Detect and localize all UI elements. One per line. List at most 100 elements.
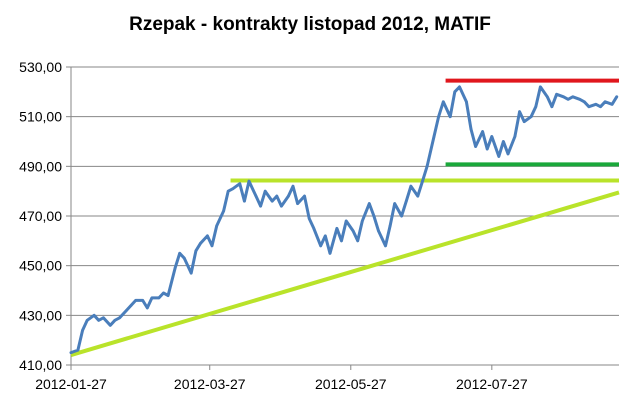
data-point	[566, 98, 570, 101]
data-point	[335, 227, 339, 230]
data-point	[465, 100, 468, 104]
data-point	[162, 291, 165, 295]
data-point	[416, 194, 420, 198]
data-point	[324, 234, 327, 238]
data-point	[485, 147, 489, 151]
data-point	[178, 252, 181, 255]
data-point	[534, 105, 538, 108]
y-tick-label: 490,00	[19, 158, 62, 174]
data-point	[166, 294, 170, 297]
data-point	[368, 202, 371, 205]
data-point	[599, 105, 602, 108]
data-point	[506, 152, 510, 156]
data-point	[405, 199, 408, 203]
data-point	[81, 328, 84, 332]
x-tick-label: 2012-03-27	[174, 376, 246, 392]
data-point	[513, 135, 517, 138]
data-point	[150, 296, 154, 300]
data-point	[550, 105, 554, 108]
data-point	[442, 100, 445, 104]
data-point	[425, 165, 429, 168]
data-point	[280, 204, 283, 208]
y-tick-label: 430,00	[19, 307, 62, 323]
data-point	[275, 194, 279, 198]
data-point	[319, 244, 323, 248]
data-point	[189, 271, 193, 275]
data-point	[134, 299, 137, 302]
data-point	[578, 98, 581, 101]
data-point	[92, 314, 96, 317]
data-point	[194, 249, 198, 253]
data-point	[432, 135, 436, 138]
data-point	[583, 100, 586, 104]
data-point	[199, 242, 202, 245]
data-point	[448, 115, 452, 118]
x-tick-label: 2012-07-27	[456, 376, 528, 392]
y-tick-label: 530,00	[19, 59, 62, 75]
data-point	[356, 239, 360, 243]
annotation-layer	[70, 78, 620, 357]
data-point	[610, 103, 614, 106]
data-point	[474, 145, 477, 148]
data-point	[146, 306, 149, 310]
data-point	[384, 244, 387, 248]
data-point	[102, 316, 105, 320]
data-point	[437, 115, 440, 118]
data-point	[76, 348, 80, 352]
data-point	[243, 199, 246, 203]
data-point	[518, 110, 521, 113]
axis-layer	[66, 66, 619, 370]
data-point	[183, 256, 186, 260]
data-point	[291, 184, 295, 188]
data-point	[210, 244, 214, 248]
data-point	[118, 316, 121, 320]
data-point	[125, 309, 128, 312]
y-tick-label: 410,00	[19, 357, 62, 373]
data-point	[453, 90, 457, 94]
chart-title: Rzepak - kontrakty listopad 2012, MATIF	[129, 14, 491, 35]
data-point	[173, 266, 177, 270]
data-point	[481, 130, 484, 133]
data-point	[393, 202, 397, 205]
label-layer: 410,00 430,00 450,00 470,00 490,00 510,00 530,…	[19, 59, 528, 392]
data-point	[539, 85, 542, 89]
data-point	[571, 95, 575, 99]
data-point	[344, 219, 348, 223]
data-point	[129, 304, 133, 307]
data-point	[388, 224, 392, 228]
data-point	[497, 155, 501, 158]
data-point	[247, 179, 251, 183]
data-point	[113, 319, 117, 322]
data-point	[222, 209, 225, 213]
data-point	[458, 85, 461, 89]
data-point	[259, 204, 262, 208]
data-point	[377, 229, 380, 233]
data-point	[85, 319, 89, 322]
data-point	[400, 214, 403, 218]
y-tick-label: 470,00	[19, 208, 62, 224]
data-point	[522, 120, 526, 123]
data-point	[109, 324, 112, 327]
data-point	[231, 187, 235, 190]
y-tick-label: 450,00	[19, 258, 62, 274]
series-layer	[69, 85, 619, 355]
data-point	[69, 351, 73, 354]
data-point	[615, 95, 618, 99]
data-point	[555, 93, 558, 96]
data-point	[238, 182, 242, 185]
data-point	[287, 194, 290, 198]
data-point	[587, 105, 591, 108]
data-point	[328, 252, 332, 255]
series-line	[69, 85, 619, 355]
data-point	[226, 189, 230, 193]
data-point	[490, 135, 494, 138]
data-point	[421, 179, 424, 183]
data-point	[340, 239, 343, 243]
data-point	[603, 100, 607, 104]
y-tick-label: 510,00	[19, 109, 62, 125]
data-point	[270, 199, 274, 203]
data-point	[141, 299, 144, 302]
data-point	[372, 214, 376, 218]
data-point	[529, 115, 533, 118]
